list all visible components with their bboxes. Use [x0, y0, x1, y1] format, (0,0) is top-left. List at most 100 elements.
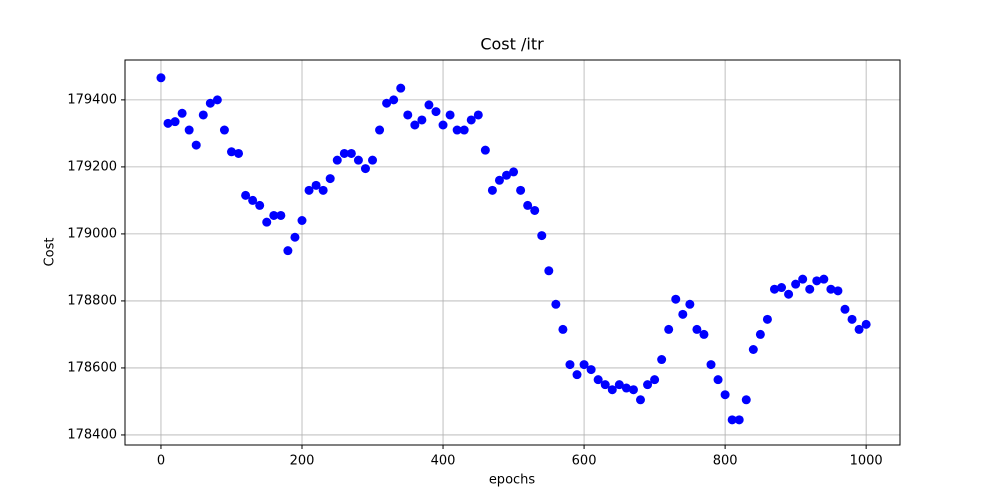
point [290, 232, 300, 242]
point [720, 390, 730, 400]
point [628, 385, 638, 395]
point [170, 117, 180, 127]
point [255, 200, 265, 210]
point [678, 309, 688, 319]
y-tick-label: 178600 [67, 360, 117, 375]
point [325, 174, 335, 184]
point [840, 304, 850, 314]
point [177, 108, 187, 118]
point [826, 284, 836, 294]
y-tick-label: 179000 [67, 226, 117, 241]
point [269, 210, 279, 220]
point [741, 395, 751, 405]
point [410, 120, 420, 130]
point [643, 380, 653, 390]
point [614, 380, 624, 390]
point [424, 100, 434, 110]
point [311, 180, 321, 190]
point [791, 279, 801, 289]
point [854, 324, 864, 334]
point [621, 383, 631, 393]
point [600, 380, 610, 390]
point [339, 148, 349, 158]
point [459, 125, 469, 135]
point [516, 185, 526, 195]
point [438, 120, 448, 130]
point [755, 329, 765, 339]
point [346, 148, 356, 158]
x-tick-label: 600 [572, 454, 597, 469]
point [396, 83, 406, 93]
point [579, 360, 589, 370]
point [332, 155, 342, 165]
point [445, 110, 455, 120]
y-tick-label: 179200 [67, 159, 117, 174]
point [226, 147, 236, 157]
point [205, 98, 215, 108]
point [431, 107, 441, 117]
point [417, 115, 427, 125]
point [283, 246, 293, 256]
point [727, 415, 737, 425]
point [487, 185, 497, 195]
point [248, 195, 258, 205]
x-tick-label: 1000 [850, 454, 883, 469]
point [262, 217, 272, 227]
y-axis-label: Cost [43, 238, 58, 267]
point [798, 274, 808, 284]
point [586, 365, 596, 375]
point [762, 314, 772, 324]
point [769, 284, 779, 294]
point [473, 110, 483, 120]
point [297, 216, 307, 226]
point [657, 355, 667, 365]
point [544, 266, 554, 276]
point [276, 210, 286, 220]
point [671, 294, 681, 304]
point [713, 375, 723, 385]
point [650, 375, 660, 385]
point [551, 299, 561, 309]
point [805, 284, 815, 294]
x-axis-label: epochs [489, 473, 536, 488]
point [530, 205, 540, 215]
x-tick-label: 400 [431, 454, 456, 469]
point [184, 125, 194, 135]
x-tick-label: 200 [290, 454, 315, 469]
point [212, 95, 222, 105]
point [156, 73, 166, 83]
point [375, 125, 385, 135]
point [502, 170, 512, 180]
point [368, 155, 378, 165]
point [403, 110, 413, 120]
point [685, 299, 695, 309]
point [699, 329, 709, 339]
axes-frame [124, 59, 901, 446]
point [480, 145, 490, 155]
chart-title: Cost /itr [480, 35, 544, 54]
point [784, 289, 794, 299]
point [572, 370, 582, 380]
y-tick-label: 178800 [67, 293, 117, 308]
point [318, 185, 328, 195]
point [558, 324, 568, 334]
y-tick-label: 178400 [67, 427, 117, 442]
point [452, 125, 462, 135]
point [565, 360, 575, 370]
point [861, 319, 871, 329]
x-tick-label: 0 [157, 454, 165, 469]
point [466, 115, 476, 125]
point [509, 167, 519, 177]
point [664, 324, 674, 334]
point [635, 395, 645, 405]
point [382, 98, 392, 108]
y-tick-label: 179400 [67, 92, 117, 107]
point [593, 375, 603, 385]
point [523, 200, 533, 210]
point [819, 274, 829, 284]
point [234, 148, 244, 158]
x-tick-label: 800 [713, 454, 738, 469]
point [833, 286, 843, 296]
